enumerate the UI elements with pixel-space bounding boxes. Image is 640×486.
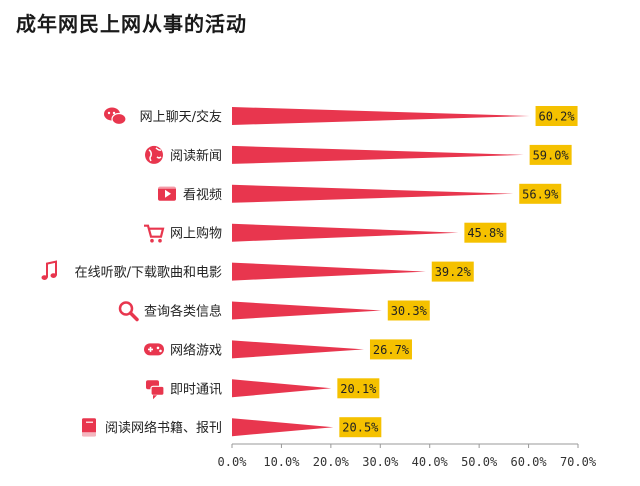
category-label: 阅读网络书籍、报刊 [105, 420, 222, 436]
x-tick-label: 50.0% [461, 455, 498, 469]
category-label: 网上聊天/交友 [140, 109, 222, 125]
chat-icon [104, 107, 127, 126]
x-tick-label: 60.0% [511, 455, 548, 469]
music-note-icon [41, 260, 57, 280]
category-label: 阅读新闻 [170, 148, 222, 164]
value-label-bg [464, 222, 507, 243]
value-label-bg [535, 106, 578, 126]
bar [232, 379, 332, 398]
x-tick-label: 40.0% [412, 455, 449, 469]
category-label: 在线听歌/下载歌曲和电影 [75, 266, 222, 281]
value-label-bg [529, 144, 572, 165]
shopping-cart-icon [144, 224, 165, 243]
value-label-bg [431, 261, 474, 282]
chart-title: 成年网民上网从事的活动 [16, 12, 247, 36]
value-label: 59.0% [533, 148, 570, 162]
bar [232, 107, 530, 125]
value-label: 39.2% [435, 265, 472, 279]
bar [232, 184, 514, 203]
bar [232, 223, 459, 242]
category-label: 网络游戏 [170, 342, 222, 358]
bar [232, 301, 382, 320]
x-tick-label: 10.0% [263, 455, 300, 469]
bar [232, 262, 426, 281]
globe-icon [145, 145, 163, 164]
category-label: 看视频 [183, 187, 222, 203]
x-tick-label: 30.0% [362, 455, 399, 469]
value-label: 26.7% [373, 343, 410, 357]
value-label: 20.1% [340, 382, 377, 396]
x-tick-label: 20.0% [313, 455, 350, 469]
value-label: 30.3% [391, 304, 428, 318]
bar [232, 340, 364, 359]
category-label: 即时通讯 [170, 382, 222, 397]
value-label: 56.9% [522, 187, 559, 201]
bar [232, 145, 524, 164]
gamepad-icon [144, 343, 164, 356]
value-label: 20.5% [342, 421, 379, 435]
category-label: 网上购物 [170, 226, 222, 242]
video-icon [158, 186, 176, 201]
x-tick-label: 0.0% [218, 455, 248, 469]
book-icon [82, 418, 96, 437]
value-label-bg [337, 378, 380, 399]
x-tick-label: 70.0% [560, 455, 597, 469]
value-label: 60.2% [538, 110, 575, 124]
bar [232, 418, 334, 437]
value-label-bg [519, 183, 562, 204]
value-label-bg [369, 339, 412, 360]
magnifier-icon [118, 301, 139, 322]
message-icon [146, 380, 165, 400]
value-label: 45.8% [467, 226, 504, 240]
value-label-bg [387, 300, 430, 321]
value-label-bg [339, 417, 382, 438]
category-label: 查询各类信息 [144, 304, 222, 320]
